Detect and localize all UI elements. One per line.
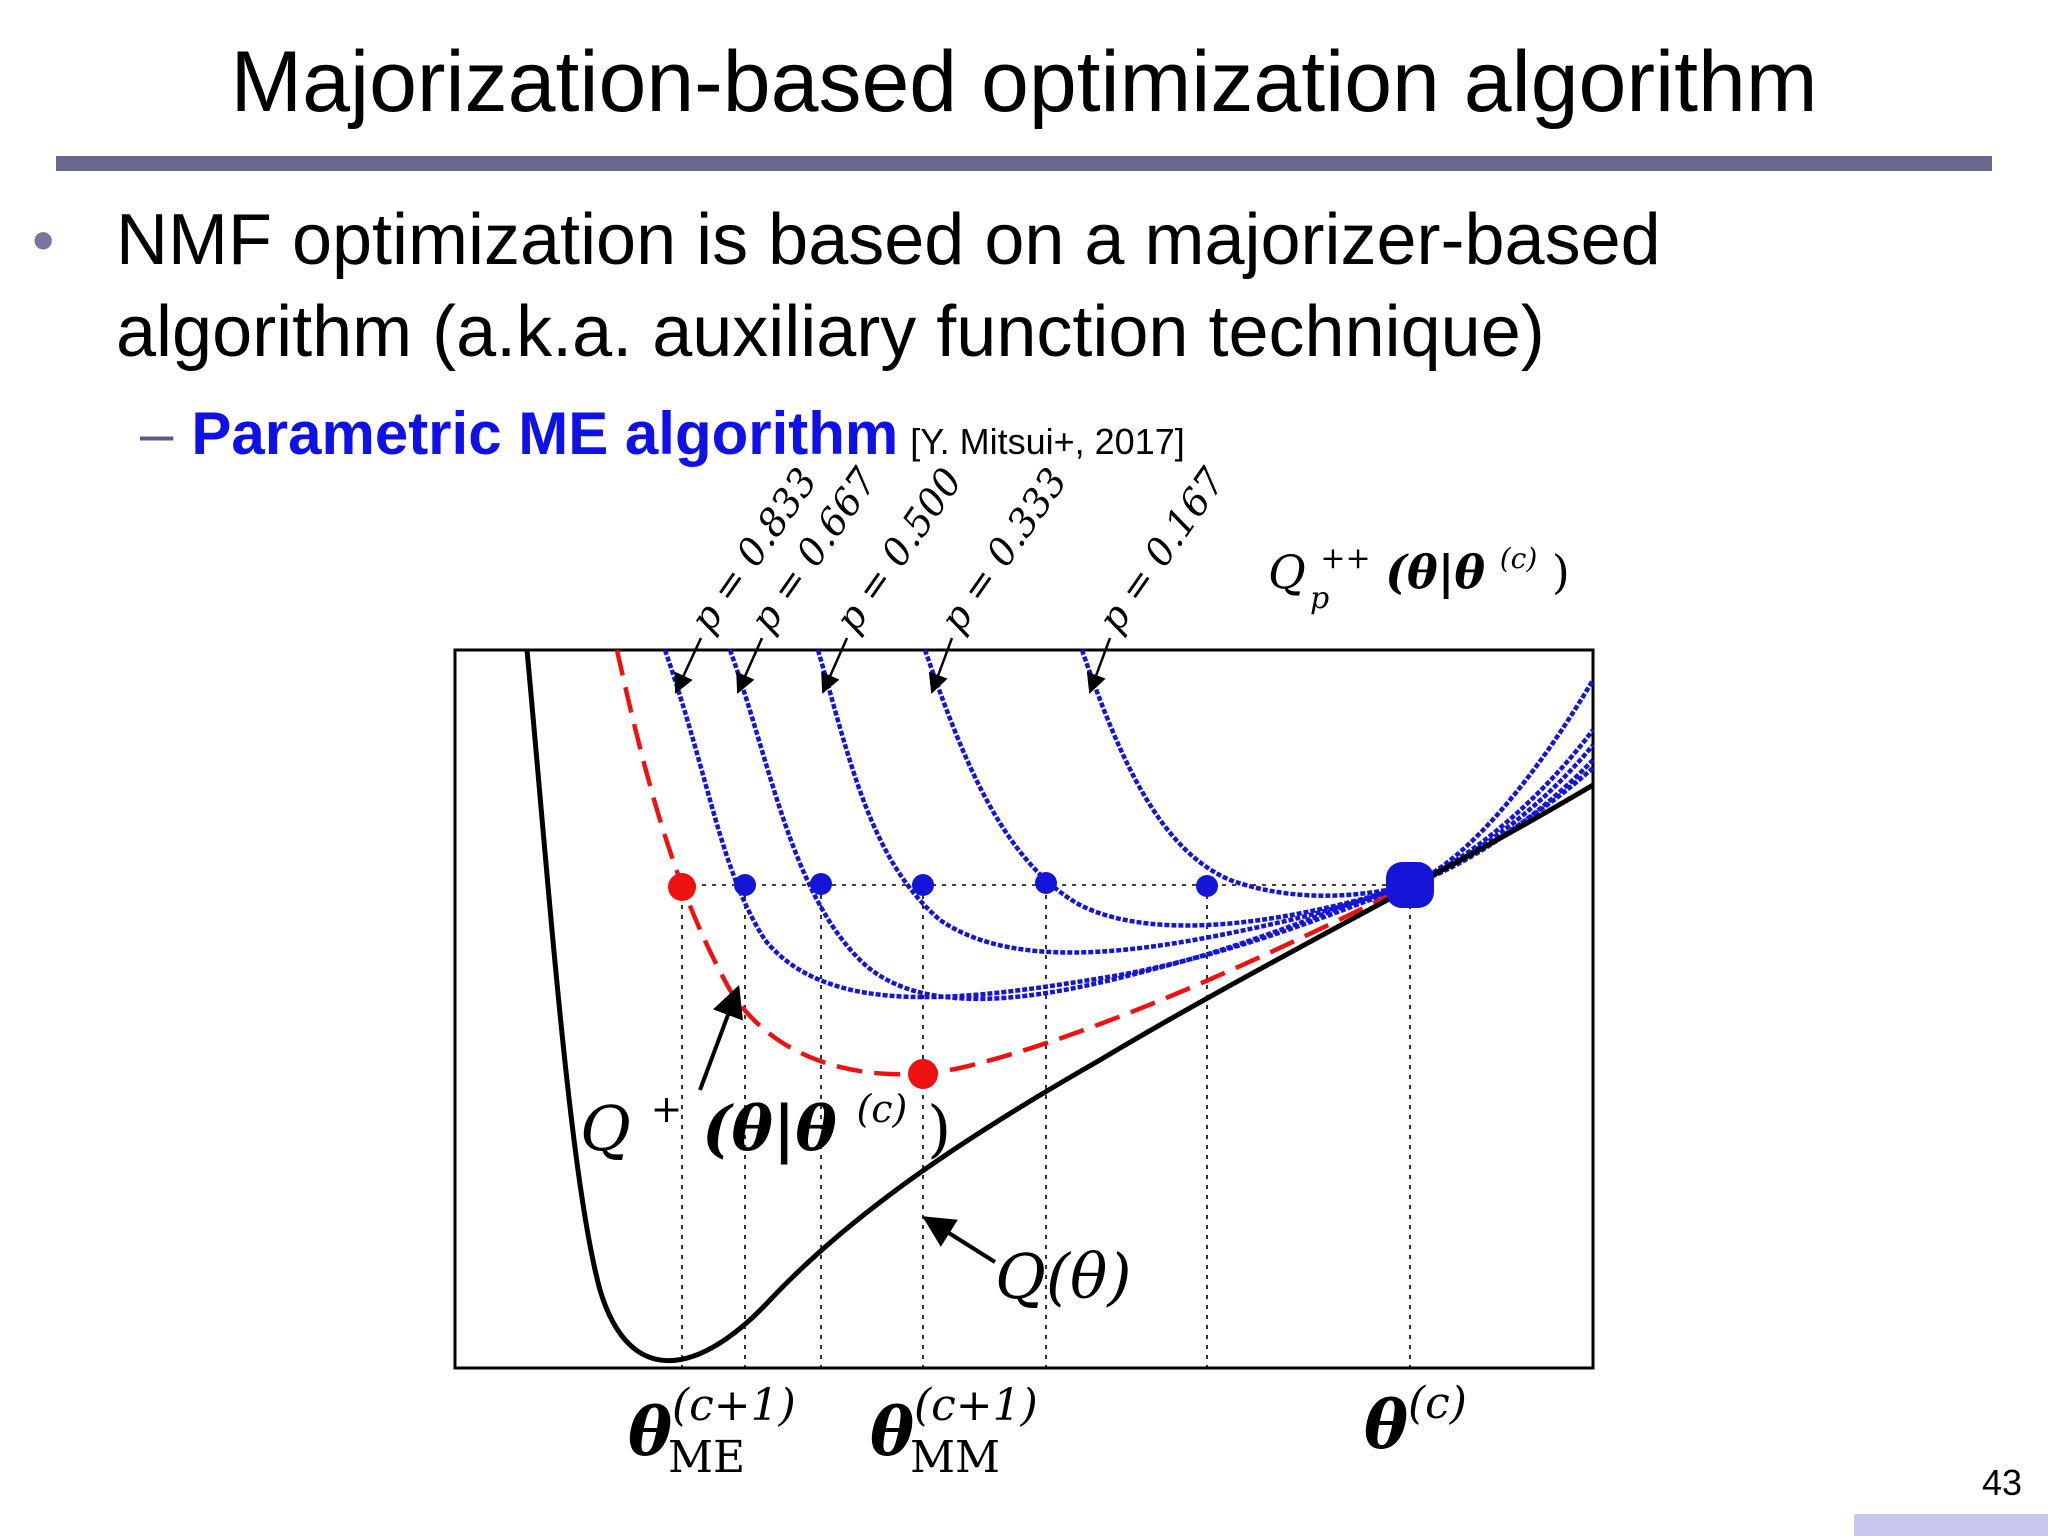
label-theta-mm-sub: MM [910,1432,1000,1483]
label-theta-c-sup: (c) [1408,1378,1467,1429]
label-theta-me-base: θ [628,1393,672,1471]
label-theta-mm-base: θ [870,1393,914,1471]
majorizer-q-plus-curve [614,649,1412,1077]
marker-p-0333 [1035,872,1057,894]
sub-bullet-dash: – [140,400,174,467]
bullet-dot-icon: • [32,204,55,276]
marker-p-0500 [912,874,934,896]
label-q-plus-arg-sup: (c) [856,1087,907,1131]
label-q-pp-sub: p [1310,581,1329,616]
label-q-plus-sup: + [651,1087,683,1131]
citation: [Y. Mitsui+, 2017] [910,421,1185,462]
label-q-plus-arg: (θ|θ [702,1092,837,1165]
marker-me-point [668,873,696,901]
marker-mm-point [908,1059,938,1089]
marker-p-0833 [734,874,756,896]
marker-p-0167 [1196,875,1218,897]
label-q-pp-close: ) [1552,545,1570,599]
title-divider [56,156,1992,171]
majorizer-curves [662,649,1595,1001]
label-q-plus-close: ) [927,1092,951,1165]
corner-decoration [1854,1514,2048,1536]
marker-p-0667 [810,873,832,895]
sub-bullet-heading: Parametric ME algorithm [191,400,899,467]
bullet-text: NMF optimization is based on a majorizer… [116,200,1661,372]
label-q: Q(θ) [995,1240,1132,1313]
label-q-pp-base: Q [1268,545,1306,599]
markers [668,862,1434,1089]
marker-theta-c [1386,862,1434,908]
label-theta-mm-sup: (c+1) [914,1380,1038,1431]
majorizer-curve-p-0333 [922,649,1595,928]
arrow-p-0333 [928,637,954,694]
p-label-arrows [674,637,1112,694]
majorizer-curve-p-0167 [1079,649,1595,898]
label-theta-me-sup: (c+1) [672,1380,796,1431]
label-q-pp-sup: ++ [1320,541,1370,576]
arrow-p-0167 [1086,637,1112,694]
p-labels: p = 0.833 p = 0.667 p = 0.500 p = 0.333 … [681,459,1234,640]
page-number: 43 [1981,1462,2022,1503]
label-theta-me-sub: ME [668,1432,745,1483]
label-p-0167: p = 0.167 [1089,459,1234,640]
label-q-pp-arg-sup: (c) [1500,542,1538,575]
label-theta-c-base: θ [1364,1386,1408,1464]
plot-frame [453,648,1595,1370]
arrow-q-plus [698,985,743,1091]
majorizer-curve-p-0833 [662,649,1595,1000]
slide-title: Majorization-based optimization algorith… [230,34,1818,130]
label-q-plus-base: Q [580,1092,631,1165]
label-q-pp-arg: (θ|θ [1385,545,1485,599]
majorizer-curve-p-0500 [815,649,1595,955]
label-q-pp: Q ++ (θ|θ (c) ) [1268,525,1570,599]
sub-bullet: – Parametric ME algorithm [Y. Mitsui+, 201… [140,396,1185,480]
arrow-p-0667 [736,637,764,694]
arrow-p-0833 [674,637,703,694]
arrow-q [922,1216,997,1264]
axis-labels: θ (c+1) ME θ (c+1) MM θ (c) [628,1378,1467,1483]
label-q-plus: Q + (θ|θ (c) ) [580,1064,951,1165]
arrow-p-0500 [821,637,849,694]
objective-curve [524,649,1595,1364]
